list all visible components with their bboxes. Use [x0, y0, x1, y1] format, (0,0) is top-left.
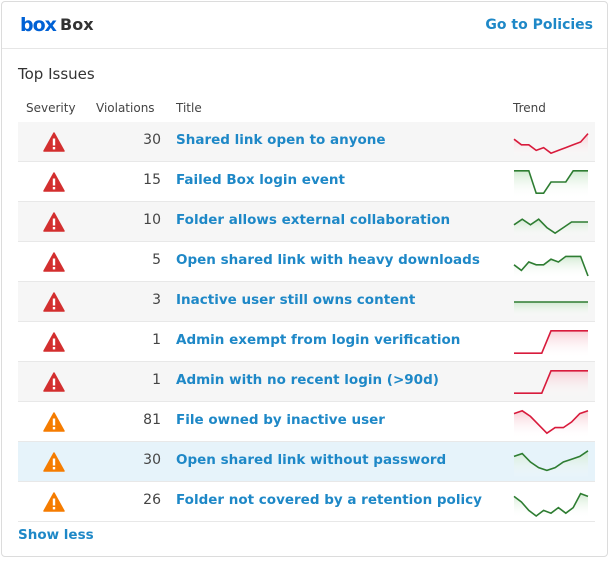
trend-line — [514, 370, 588, 394]
issue-row: 5 Open shared link with heavy downloads — [18, 242, 595, 282]
issue-title[interactable]: Inactive user still owns content — [176, 292, 416, 308]
section-title: Top Issues — [18, 65, 95, 83]
severity-icon — [43, 292, 65, 312]
trend-sparkline — [514, 170, 588, 198]
policies-link[interactable]: Go to Policies — [485, 17, 593, 33]
trend-fill — [514, 170, 588, 198]
trend-sparkline — [514, 301, 588, 318]
trend-line — [513, 409, 589, 435]
trend-fill — [514, 330, 588, 358]
issue-row: 3 Inactive user still owns content — [18, 282, 595, 322]
column-header: Severity — [26, 101, 76, 115]
issue-row: 81 File owned by inactive user — [18, 402, 595, 442]
issue-title[interactable]: Open shared link with heavy downloads — [176, 252, 480, 268]
trend-fill — [514, 302, 588, 318]
issue-title[interactable]: File owned by inactive user — [176, 412, 385, 428]
trend-line — [513, 255, 589, 277]
violation-count: 81 — [143, 412, 161, 428]
severity-icon — [43, 172, 65, 192]
violation-count: 1 — [152, 332, 161, 348]
trend-line — [513, 450, 589, 472]
violation-count: 15 — [143, 172, 161, 188]
issue-row: 26 Folder not covered by a retention poli… — [18, 482, 595, 522]
severity-dot — [52, 467, 56, 470]
trend-sparkline — [513, 133, 589, 158]
violation-count: 30 — [143, 132, 161, 148]
trend-fill — [514, 493, 588, 518]
trend-line — [513, 133, 589, 155]
severity-icon — [43, 372, 65, 392]
trend-fill — [514, 133, 588, 158]
violation-count: 10 — [143, 212, 161, 228]
trend-line — [514, 170, 588, 194]
severity-bang — [52, 418, 56, 426]
issue-title[interactable]: Admin exempt from login verification — [176, 332, 461, 348]
trend-sparkline — [514, 330, 588, 358]
issue-row: 1 Admin with no recent login (>90d) — [18, 362, 595, 402]
trend-sparkline — [513, 492, 589, 518]
severity-icon — [43, 332, 65, 352]
severity-dot — [52, 307, 56, 310]
severity-dot — [52, 147, 56, 150]
issue-title[interactable]: Admin with no recent login (>90d) — [176, 372, 439, 388]
severity-bang — [52, 298, 56, 306]
severity-dot — [52, 347, 56, 350]
severity-dot — [52, 267, 56, 270]
trend-sparkline — [513, 409, 589, 438]
issue-title[interactable]: Folder allows external collaboration — [176, 212, 451, 228]
severity-icon — [43, 492, 65, 512]
severity-bang — [52, 138, 56, 146]
severity-icon — [43, 452, 65, 472]
severity-icon — [43, 252, 65, 272]
severity-icon — [43, 212, 65, 232]
trend-fill — [514, 256, 588, 278]
trend-sparkline — [513, 255, 589, 278]
severity-dot — [52, 187, 56, 190]
violation-count: 1 — [152, 372, 161, 388]
severity-bang — [52, 258, 56, 266]
issue-title[interactable]: Open shared link without password — [176, 452, 447, 468]
severity-dot — [52, 227, 56, 230]
severity-bang — [52, 338, 56, 346]
violation-count: 26 — [143, 492, 161, 508]
logo: box — [20, 14, 57, 36]
severity-icon — [43, 132, 65, 152]
severity-bang — [52, 178, 56, 186]
column-header: Trend — [513, 101, 546, 115]
trend-fill — [514, 410, 588, 438]
show-less-link[interactable]: Show less — [18, 527, 94, 543]
violation-count: 5 — [152, 252, 161, 268]
severity-icon — [43, 412, 65, 432]
trend-fill — [514, 450, 588, 478]
severity-bang — [52, 378, 56, 386]
issue-title[interactable]: Folder not covered by a retention policy — [176, 492, 482, 508]
issue-row: 15 Failed Box login event — [18, 162, 595, 202]
severity-dot — [52, 427, 56, 430]
divider — [2, 48, 607, 49]
severity-bang — [52, 458, 56, 466]
trend-sparkline — [513, 218, 588, 238]
severity-dot — [52, 387, 56, 390]
trend-line — [513, 218, 588, 235]
severity-bang — [52, 218, 56, 226]
trend-line — [514, 330, 588, 354]
column-header: Title — [176, 101, 202, 115]
trend-sparkline — [514, 370, 588, 398]
violation-count: 3 — [152, 292, 161, 308]
issue-row: 10 Folder allows external collaboration — [18, 202, 595, 242]
issue-row: 30 Shared link open to anyone — [18, 122, 595, 162]
trend-line — [513, 492, 589, 518]
card-title: Box — [60, 15, 94, 34]
severity-dot — [52, 507, 56, 510]
violation-count: 30 — [143, 452, 161, 468]
trend-sparkline — [513, 450, 589, 478]
trend-fill — [514, 370, 588, 398]
issue-row: 30 Open shared link without password — [18, 442, 595, 482]
issue-row: 1 Admin exempt from login verification — [18, 322, 595, 362]
severity-bang — [52, 498, 56, 506]
issue-title[interactable]: Shared link open to anyone — [176, 132, 386, 148]
column-header: Violations — [96, 101, 155, 115]
issue-title[interactable]: Failed Box login event — [176, 172, 345, 188]
